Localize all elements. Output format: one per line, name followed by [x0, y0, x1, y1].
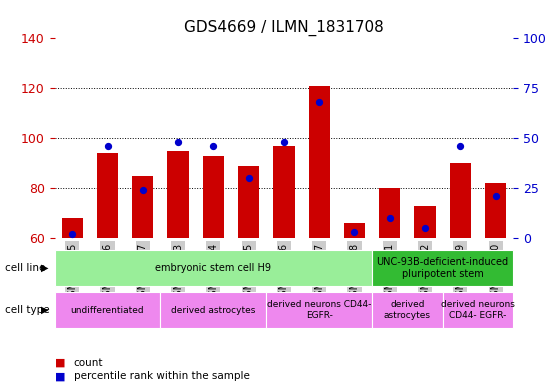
Bar	[379, 188, 400, 238]
Text: ■: ■	[55, 371, 65, 381]
Point	[280, 139, 288, 145]
Text: ▶: ▶	[41, 263, 49, 273]
Text: ■: ■	[55, 358, 65, 368]
Text: ▶: ▶	[41, 305, 49, 315]
Point	[174, 139, 182, 145]
Point	[456, 143, 465, 149]
Text: derived neurons CD44-
EGFR-: derived neurons CD44- EGFR-	[267, 300, 371, 320]
Bar	[97, 153, 118, 238]
Bar	[168, 151, 189, 238]
Title: GDS4669 / ILMN_1831708: GDS4669 / ILMN_1831708	[184, 20, 384, 36]
Text: count: count	[74, 358, 103, 368]
Text: derived
astrocytes: derived astrocytes	[384, 300, 431, 320]
Bar	[308, 86, 330, 238]
Bar	[344, 223, 365, 238]
Text: derived neurons
CD44- EGFR-: derived neurons CD44- EGFR-	[441, 300, 515, 320]
Bar	[132, 175, 153, 238]
Text: cell line: cell line	[5, 263, 46, 273]
Point	[315, 99, 324, 105]
Text: UNC-93B-deficient-induced
pluripotent stem: UNC-93B-deficient-induced pluripotent st…	[377, 257, 509, 279]
Text: percentile rank within the sample: percentile rank within the sample	[74, 371, 250, 381]
Point	[491, 193, 500, 199]
Text: undifferentiated: undifferentiated	[71, 306, 144, 314]
Point	[244, 175, 253, 181]
Bar	[450, 163, 471, 238]
Point	[350, 229, 359, 235]
Text: cell type: cell type	[5, 305, 50, 315]
Point	[385, 215, 394, 221]
Point	[420, 225, 429, 231]
Text: embryonic stem cell H9: embryonic stem cell H9	[156, 263, 271, 273]
Bar	[414, 205, 436, 238]
Bar	[203, 156, 224, 238]
Point	[103, 143, 112, 149]
Bar	[485, 183, 506, 238]
Bar	[62, 218, 83, 238]
Text: derived astrocytes: derived astrocytes	[171, 306, 256, 314]
Point	[209, 143, 218, 149]
Point	[68, 231, 76, 237]
Point	[139, 187, 147, 193]
Bar	[238, 166, 259, 238]
Bar	[274, 146, 294, 238]
